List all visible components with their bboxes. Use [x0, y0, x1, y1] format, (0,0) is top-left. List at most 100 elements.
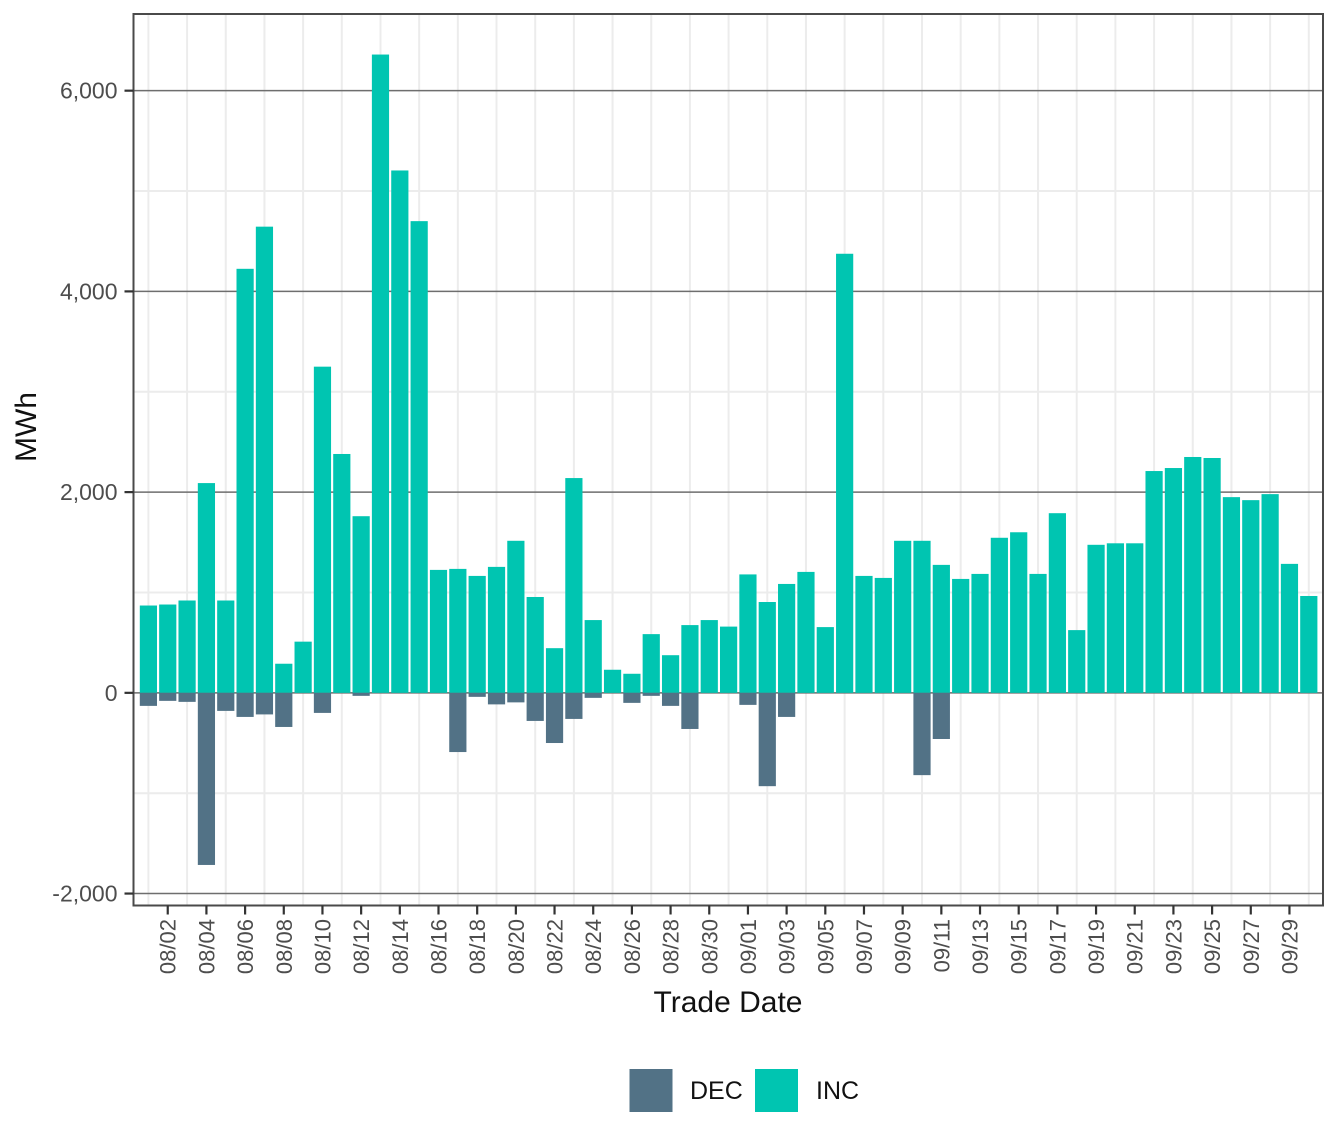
x-tick-label: 08/26	[620, 919, 645, 974]
legend: DEC INC	[629, 1069, 859, 1112]
inc-bar	[584, 620, 602, 693]
dec-bar	[526, 692, 544, 721]
inc-bar	[526, 596, 544, 693]
x-tick-label: 09/21	[1123, 919, 1148, 974]
x-tick-label: 08/16	[427, 919, 452, 974]
dec-bar	[642, 692, 660, 696]
inc-bar	[971, 573, 989, 693]
dec-bar	[913, 692, 931, 776]
x-tick-label: 09/05	[813, 919, 838, 974]
inc-bar	[294, 641, 312, 693]
dec-bar	[778, 692, 796, 717]
x-tick-label: 09/01	[736, 919, 761, 974]
y-axis-title: MWh	[10, 392, 43, 462]
y-tick-label: 2,000	[60, 479, 118, 505]
x-tick-label: 09/23	[1161, 919, 1186, 974]
inc-bar	[1145, 471, 1163, 693]
dec-bar	[178, 692, 196, 702]
inc-bar	[236, 268, 254, 693]
inc-bar	[333, 453, 351, 693]
x-tick-label: 08/06	[233, 919, 258, 974]
dec-bar	[932, 692, 950, 740]
inc-bar	[816, 627, 834, 693]
dec-bar	[565, 692, 583, 719]
x-tick-label: 08/02	[156, 919, 181, 974]
inc-bar	[1261, 494, 1279, 693]
x-tick-label: 09/25	[1200, 919, 1225, 974]
y-tick-label: 6,000	[60, 78, 118, 104]
dec-bar	[584, 692, 602, 698]
x-tick-label: 09/27	[1239, 919, 1264, 974]
x-tick-label: 08/22	[543, 919, 568, 974]
inc-bar	[352, 516, 370, 693]
inc-bar	[700, 620, 718, 693]
inc-bar	[217, 600, 235, 693]
inc-bar	[1203, 457, 1221, 693]
y-tick-label: -2,000	[52, 881, 117, 907]
inc-bar	[507, 540, 525, 693]
inc-bar	[758, 602, 776, 693]
dec-bar	[507, 692, 525, 703]
inc-bar	[1300, 595, 1318, 693]
inc-bar	[468, 575, 486, 693]
dec-bar	[487, 692, 506, 705]
x-tick-label: 09/13	[968, 919, 993, 974]
x-tick-label: 08/30	[697, 919, 722, 974]
inc-bar	[623, 673, 641, 693]
inc-bar	[932, 564, 950, 693]
inc-bar	[1184, 456, 1202, 693]
inc-bar	[1010, 532, 1028, 693]
inc-bar	[429, 569, 448, 693]
inc-bar	[603, 669, 622, 693]
inc-bar	[178, 600, 196, 693]
chart-plot-area: -2,000 0 2,000 4,000 6,000 08/02 08/04 08/06 08/…	[52, 13, 1324, 974]
legend-swatch-inc	[755, 1069, 798, 1112]
dec-bar	[661, 692, 680, 706]
inc-bar	[720, 626, 738, 693]
x-tick-label: 08/28	[659, 919, 684, 974]
inc-bar	[797, 571, 815, 693]
inc-bar	[371, 54, 390, 693]
dec-bar	[197, 692, 216, 865]
dec-bar	[313, 692, 332, 713]
y-tick-label: 4,000	[60, 278, 118, 304]
dec-bar	[352, 692, 370, 696]
inc-bar	[836, 253, 854, 693]
legend-label-dec: DEC	[690, 1077, 743, 1105]
inc-bar	[952, 578, 970, 693]
inc-bar	[778, 583, 796, 693]
dec-bar	[217, 692, 235, 711]
inc-bar	[487, 566, 506, 693]
inc-bar	[545, 648, 564, 693]
x-tick-label: 08/04	[194, 919, 219, 974]
x-tick-label: 08/18	[465, 919, 490, 974]
inc-bar	[661, 655, 680, 693]
dec-bar	[758, 692, 776, 787]
inc-bar	[565, 478, 583, 693]
x-tick-label: 09/11	[929, 919, 954, 972]
inc-bar	[159, 604, 177, 693]
x-tick-label: 08/12	[349, 919, 374, 974]
x-tick-label: 09/15	[1007, 919, 1032, 974]
inc-bar	[874, 577, 892, 693]
inc-bar	[990, 537, 1008, 693]
legend-swatch-dec	[629, 1069, 673, 1112]
x-tick-label: 09/19	[1084, 919, 1109, 974]
dec-bar	[468, 692, 486, 697]
inc-bar	[894, 540, 912, 693]
inc-bar	[913, 540, 931, 693]
x-tick-label: 08/20	[504, 919, 529, 974]
inc-bar	[1029, 573, 1047, 693]
inc-bar	[410, 221, 428, 693]
x-tick-label: 08/10	[310, 919, 335, 974]
x-tick-label: 08/24	[581, 919, 606, 974]
dec-bar	[449, 692, 467, 753]
dec-bar	[159, 692, 177, 701]
inc-bar	[1068, 630, 1086, 693]
dec-bar	[739, 692, 757, 705]
panel-border	[132, 13, 1324, 907]
x-tick-label: 09/07	[852, 919, 877, 974]
legend-label-inc: INC	[816, 1077, 859, 1105]
y-tick-label: 0	[105, 680, 118, 706]
